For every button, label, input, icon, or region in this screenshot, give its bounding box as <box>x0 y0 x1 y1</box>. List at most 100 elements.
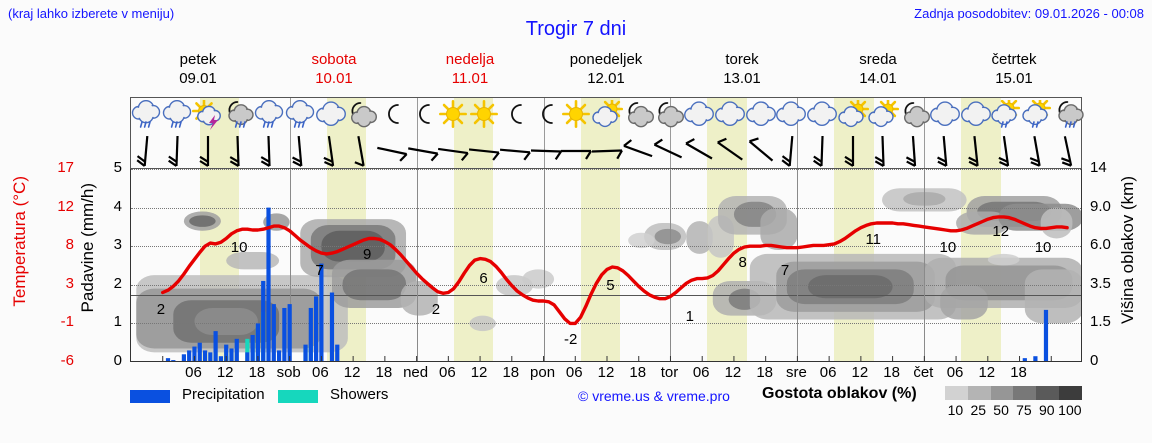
gridline-day <box>670 169 672 361</box>
cloud-icon <box>744 100 778 132</box>
hour-label: 18 <box>502 364 520 381</box>
hour-label: 06 <box>185 364 202 381</box>
wind-barb <box>959 134 993 168</box>
precipitation-bar <box>266 207 271 361</box>
wind-barb <box>1020 134 1054 168</box>
precipitation-bar <box>213 331 218 361</box>
menu-note: (kraj lahko izberete v meniju) <box>8 6 175 21</box>
precipitation-tick: 2 <box>113 274 122 292</box>
cloud-icon <box>682 100 716 132</box>
wind-barb <box>866 134 900 168</box>
gridline-day <box>924 169 926 361</box>
hour-label: 12 <box>216 364 234 381</box>
hour-label: 18 <box>248 364 266 381</box>
cloud-density-tick: 90 <box>1038 402 1055 418</box>
daylight-band <box>580 169 621 361</box>
hour-label: čet <box>913 364 934 381</box>
hour-label: 18 <box>1010 364 1027 381</box>
temperature-value-label: 11 <box>865 231 882 249</box>
hour-label: 18 <box>375 364 393 381</box>
precipitation-bar <box>197 342 202 361</box>
hour-label: 06 <box>312 364 329 381</box>
hour-label: 12 <box>724 364 742 381</box>
precipitation-tick: 3 <box>113 236 122 254</box>
wind-barb <box>436 134 470 168</box>
moon-icon <box>375 100 409 132</box>
cloud-density-tick: 10 <box>947 402 964 418</box>
day-header-sobota: sobota 10.01 <box>266 50 402 88</box>
sun-cloud-rain-icon <box>989 96 1023 132</box>
day-header-ponedeljek: ponedeljek 12.01 <box>538 50 674 88</box>
wind-barb <box>344 134 378 168</box>
sun-cloud-icon <box>836 97 870 132</box>
last-update-note: Zadnja posodobitev: 09.01.2026 - 00:08 <box>914 6 1144 21</box>
day-header-sreda: sreda 14.01 <box>810 50 946 88</box>
copyright-link[interactable]: © vreme.us & vreme.pro <box>578 388 730 404</box>
moon-cloud-rain-icon <box>221 100 255 132</box>
precipitation-bars-layer <box>165 207 1049 361</box>
precipitation-bar <box>282 307 287 361</box>
wind-barb <box>559 134 593 168</box>
temperature-value-label: 9 <box>363 246 372 264</box>
precipitation-bar <box>1033 356 1038 361</box>
precipitation-bar <box>208 352 213 361</box>
temperature-value-label: 7 <box>780 261 790 279</box>
precipitation-bar <box>192 346 197 361</box>
hour-label: 12 <box>343 364 361 381</box>
precipitation-tick: 4 <box>113 197 122 215</box>
cloud-density-layer <box>136 188 1081 353</box>
day-separator <box>543 98 545 168</box>
temperature-value-label: 8 <box>738 254 747 272</box>
hour-label: 06 <box>438 364 456 381</box>
day-date: 13.01 <box>723 70 761 87</box>
wind-barb <box>498 134 532 168</box>
temperature-value-label: 5 <box>606 277 615 295</box>
precipitation-bar <box>261 280 266 361</box>
precipitation-bar <box>165 358 171 361</box>
hour-label: 06 <box>819 364 837 381</box>
wind-barb <box>314 134 348 168</box>
day-separator <box>289 98 291 168</box>
gridline-horizontal <box>131 207 1081 209</box>
day-header-četrtek: četrtek 15.01 <box>946 50 1082 88</box>
hour-label: sob <box>276 364 301 381</box>
gridline-horizontal <box>131 284 1081 286</box>
precipitation-bar <box>245 352 250 361</box>
hour-label: sre <box>785 364 807 381</box>
precipitation-tick: 1 <box>113 313 122 331</box>
precipitation-bar <box>276 350 282 361</box>
temperature-tick: 3 <box>65 274 74 292</box>
gridline-day <box>797 169 799 361</box>
hour-label: 12 <box>470 364 488 381</box>
wind-barb <box>467 134 501 168</box>
cloud-density-colorbar <box>945 386 1082 400</box>
moon-icon <box>406 100 440 132</box>
wind-barb <box>621 134 655 168</box>
temperature-tick: 17 <box>57 159 74 176</box>
wind-barb <box>529 134 563 168</box>
cloud-icon <box>959 100 993 132</box>
sun-icon <box>467 100 501 132</box>
wind-barb <box>283 134 317 168</box>
moon-cloud-rain-icon <box>1051 100 1085 132</box>
sun-cloud-icon <box>590 97 624 132</box>
day-date: 12.01 <box>587 70 625 87</box>
wind-barb <box>651 134 685 168</box>
precipitation-bar <box>271 304 276 361</box>
wind-barb <box>1051 134 1085 168</box>
day-header-petek: petek 09.01 <box>130 50 266 88</box>
precipitation-bar <box>1043 309 1049 361</box>
precipitation-tick: 0 <box>113 352 122 369</box>
sun-thunderstorm-icon <box>191 98 225 132</box>
hour-label: tor <box>660 364 679 381</box>
cloud-density-swatch <box>945 386 968 400</box>
hour-label: 06 <box>946 364 964 381</box>
cloud-density-swatch <box>990 386 1014 400</box>
precipitation-bar <box>255 323 261 361</box>
precipitation-bar <box>187 350 192 361</box>
wind-barb <box>682 134 716 168</box>
cloud-density-swatch <box>967 386 991 400</box>
day-name: sobota <box>311 51 357 68</box>
moon-cloud-icon <box>621 100 655 132</box>
wind-barb <box>774 134 808 168</box>
